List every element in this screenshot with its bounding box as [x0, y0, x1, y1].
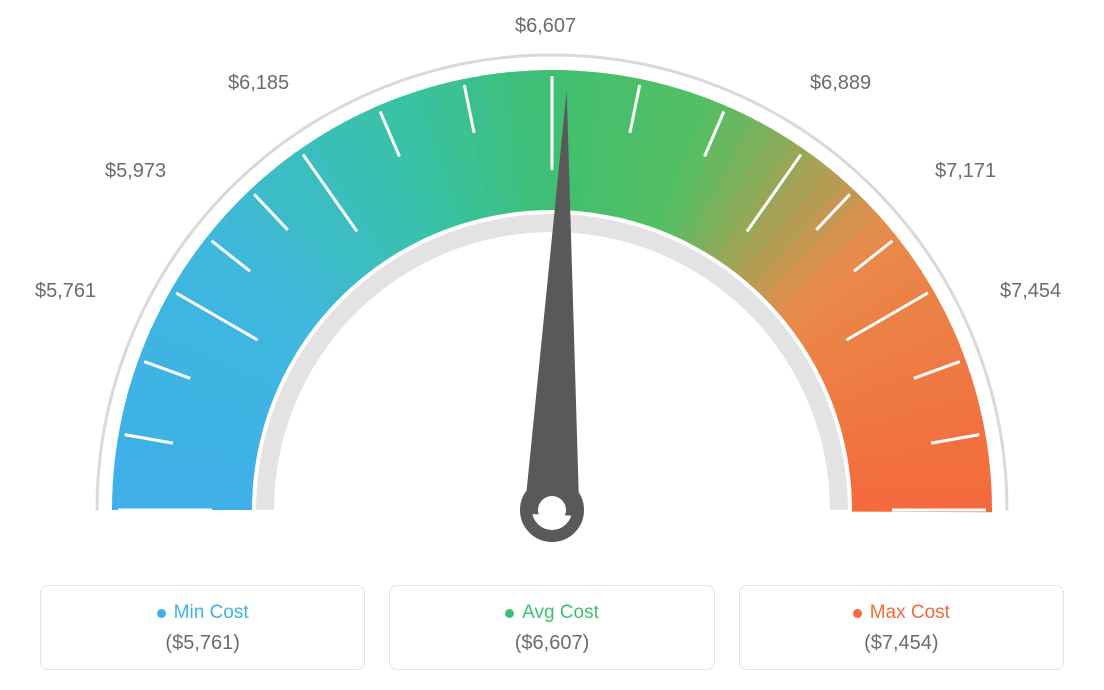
scale-label: $6,185	[228, 72, 289, 95]
min-cost-card: Min Cost ($5,761)	[40, 585, 365, 670]
avg-cost-card: Avg Cost ($6,607)	[389, 585, 714, 670]
scale-label: $7,171	[935, 160, 996, 183]
avg-cost-value: ($6,607)	[390, 632, 713, 655]
scale-label: $5,761	[35, 280, 96, 303]
scale-label: $6,889	[810, 72, 871, 95]
scale-label: $5,973	[105, 160, 166, 183]
min-cost-label: Min Cost	[174, 602, 249, 624]
min-cost-value: ($5,761)	[41, 632, 364, 655]
min-cost-title: Min Cost	[157, 602, 249, 624]
avg-cost-title: Avg Cost	[505, 602, 599, 624]
max-dot-icon	[853, 609, 862, 618]
summary-cards: Min Cost ($5,761) Avg Cost ($6,607) Max …	[40, 585, 1064, 670]
avg-dot-icon	[505, 609, 514, 618]
max-cost-card: Max Cost ($7,454)	[739, 585, 1064, 670]
max-cost-label: Max Cost	[870, 602, 950, 624]
max-cost-value: ($7,454)	[740, 632, 1063, 655]
scale-label: $6,607	[515, 15, 576, 38]
min-dot-icon	[157, 609, 166, 618]
gauge-chart: $5,761 $5,973 $6,185 $6,607 $6,889 $7,171 $7,4…	[0, 0, 1104, 560]
max-cost-title: Max Cost	[853, 602, 950, 624]
cost-gauge-container: $5,761 $5,973 $6,185 $6,607 $6,889 $7,171 $7,4…	[0, 0, 1104, 690]
scale-label: $7,454	[1000, 280, 1061, 303]
avg-cost-label: Avg Cost	[522, 602, 599, 624]
